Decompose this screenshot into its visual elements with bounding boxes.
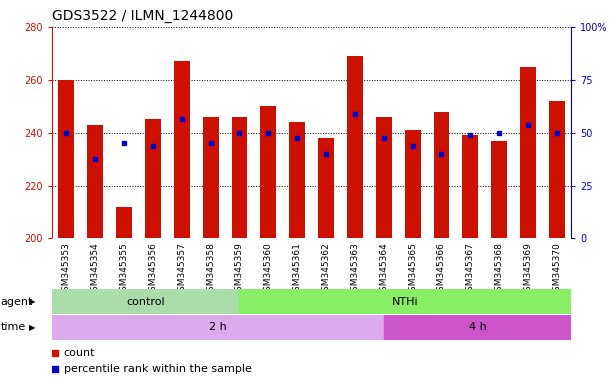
Text: count: count [64, 348, 95, 358]
Bar [52, 289, 240, 314]
Bar [384, 315, 571, 340]
Text: NTHi: NTHi [392, 296, 419, 307]
Text: time: time [1, 322, 26, 333]
Text: GSM345361: GSM345361 [293, 242, 302, 297]
Text: 2 h: 2 h [209, 322, 227, 333]
Text: GSM345367: GSM345367 [466, 242, 475, 297]
Bar [404, 130, 420, 238]
Text: GSM345357: GSM345357 [177, 242, 186, 297]
Bar [240, 289, 571, 314]
Text: GSM345368: GSM345368 [495, 242, 503, 297]
Bar [174, 61, 189, 238]
Text: GSM345366: GSM345366 [437, 242, 446, 297]
Bar [376, 117, 392, 238]
Bar [347, 56, 363, 238]
Text: GSM345354: GSM345354 [90, 242, 100, 297]
Bar [520, 66, 536, 238]
Text: GSM345362: GSM345362 [321, 242, 331, 297]
Text: agent: agent [1, 296, 33, 307]
Text: GSM345358: GSM345358 [206, 242, 215, 297]
Text: GSM345370: GSM345370 [552, 242, 562, 297]
Text: GSM345359: GSM345359 [235, 242, 244, 297]
Bar [289, 122, 305, 238]
Text: 4 h: 4 h [469, 322, 486, 333]
Text: ▶: ▶ [29, 323, 36, 332]
Bar [549, 101, 565, 238]
Text: control: control [126, 296, 165, 307]
Bar [463, 135, 478, 238]
Bar [116, 207, 132, 238]
Bar [232, 117, 247, 238]
Bar [59, 80, 75, 238]
Bar [318, 138, 334, 238]
Text: GSM345353: GSM345353 [62, 242, 71, 297]
Text: percentile rank within the sample: percentile rank within the sample [64, 364, 252, 374]
Text: GSM345364: GSM345364 [379, 242, 388, 297]
Bar [491, 141, 507, 238]
Text: GDS3522 / ILMN_1244800: GDS3522 / ILMN_1244800 [52, 9, 233, 23]
Bar [52, 315, 384, 340]
Text: GSM345360: GSM345360 [264, 242, 273, 297]
Bar [260, 106, 276, 238]
Text: GSM345365: GSM345365 [408, 242, 417, 297]
Bar [203, 117, 219, 238]
Bar [434, 111, 449, 238]
Text: ▶: ▶ [29, 297, 36, 306]
Text: GSM345363: GSM345363 [350, 242, 359, 297]
Text: GSM345369: GSM345369 [524, 242, 533, 297]
Bar [145, 119, 161, 238]
Bar [87, 125, 103, 238]
Text: GSM345356: GSM345356 [148, 242, 158, 297]
Text: GSM345355: GSM345355 [120, 242, 128, 297]
